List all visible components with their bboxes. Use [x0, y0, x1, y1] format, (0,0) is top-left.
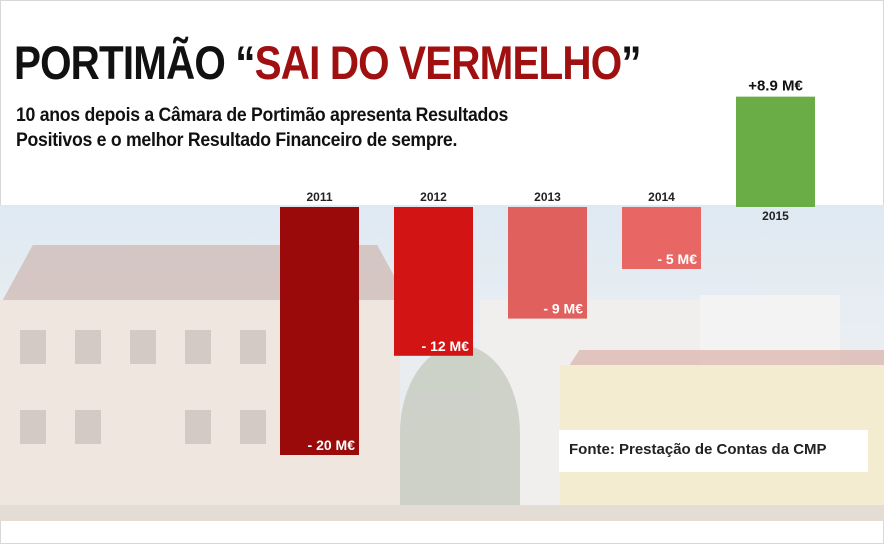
title-part1: PORTIMÃO “ [14, 36, 256, 89]
page-title: PORTIMÃO “SAI DO VERMELHO” [14, 35, 641, 90]
subtitle-line-2: Positivos e o melhor Resultado Financeir… [16, 130, 458, 151]
bar-2013 [508, 207, 587, 319]
subtitle: 10 anos depois a Câmara de Portimão apre… [16, 103, 723, 153]
title-accent: SAI DO VERMELHO [254, 36, 623, 89]
source-box: Fonte: Prestação de Contas da CMP [559, 430, 868, 472]
bar-2012 [394, 207, 473, 356]
value-label-2014: - 5 M€ [657, 251, 697, 267]
value-label-2011: - 20 M€ [308, 437, 356, 453]
category-label-2012: 2012 [420, 190, 447, 204]
title-part2: ” [621, 36, 641, 89]
value-label-2013: - 9 M€ [543, 301, 583, 317]
bar-2015 [736, 96, 815, 207]
source-label: Fonte: Prestação de Contas da CMP [569, 441, 827, 458]
bar-2011 [280, 207, 359, 455]
value-label-2012: - 12 M€ [422, 338, 470, 354]
category-label-2014: 2014 [648, 190, 675, 204]
bar-2014 [622, 207, 701, 269]
category-label-2015: 2015 [762, 209, 789, 223]
subtitle-line-1: 10 anos depois a Câmara de Portimão apre… [16, 105, 509, 126]
category-label-2011: 2011 [306, 190, 332, 204]
category-label-2013: 2013 [534, 190, 561, 204]
value-label-2015: +8.9 M€ [748, 78, 803, 95]
